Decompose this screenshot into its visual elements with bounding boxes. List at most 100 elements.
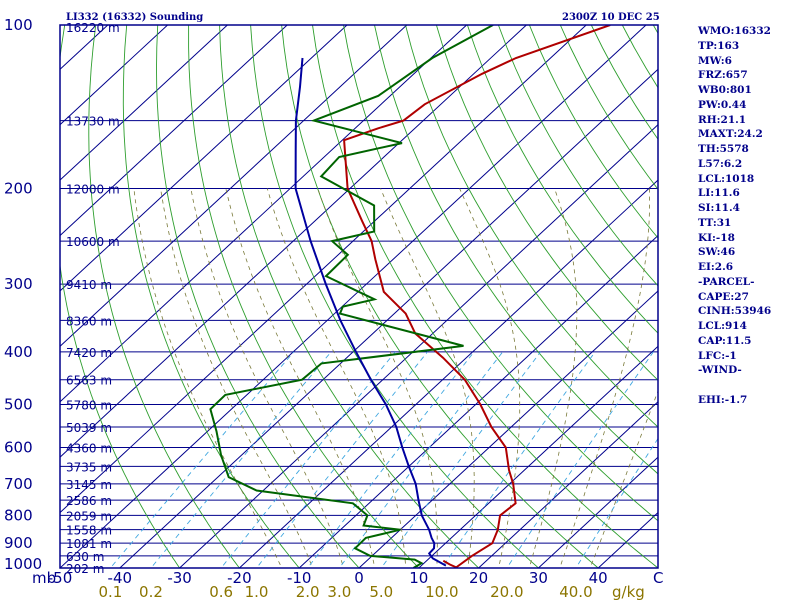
moist-adiabat: [459, 188, 521, 568]
isotherm: [538, 456, 658, 568]
isotherm: [60, 25, 527, 458]
moist-adiabat: [190, 188, 344, 568]
mixing-ratio-line: [338, 351, 504, 568]
temperature-axis-unit: C: [653, 569, 663, 587]
mixing-ratio-label: 2.0: [296, 583, 320, 600]
dry-adiabat: [405, 25, 658, 428]
surface-wetbulb-trace: [442, 559, 459, 568]
height-label: 10600 m: [66, 235, 120, 249]
mixing-ratio-line: [380, 351, 541, 568]
index-item: SW:46: [698, 246, 736, 259]
isotherm: [119, 68, 658, 568]
temperature-tick-label: -30: [167, 569, 192, 587]
dry-adiabat: [374, 25, 658, 475]
dry-adiabat: [466, 25, 658, 334]
height-label: 6563 m: [66, 374, 112, 388]
index-item: MAXT:24.2: [698, 128, 763, 141]
dry-adiabat: [312, 25, 658, 568]
height-label: 3735 m: [66, 460, 112, 474]
mixing-ratio-line: [575, 437, 658, 568]
dry-adiabat: [60, 25, 181, 568]
height-label: 5039 m: [66, 421, 112, 435]
temperature-tick-label: 10: [409, 569, 428, 587]
mixing-ratio-label: 5.0: [369, 583, 393, 600]
temperature-tick-label: -50: [48, 569, 73, 587]
mixing-ratio-line: [441, 351, 596, 568]
height-label: 630 m: [66, 550, 104, 564]
temperature-tick-label: 0: [354, 569, 364, 587]
index-item: LCL:914: [698, 320, 747, 332]
index-item: WMO:16332: [698, 25, 771, 37]
isotherm: [60, 25, 467, 403]
dry-adiabat: [156, 25, 360, 568]
pressure-tick-label: 400: [4, 343, 33, 361]
index-item: TH:5578: [698, 143, 749, 155]
height-label: 2586 m: [66, 494, 112, 508]
index-item: CAP:11.5: [698, 334, 752, 347]
sounding-time: 2300Z 10 DEC 25: [562, 12, 660, 23]
parcel-trace: [294, 57, 447, 567]
index-item: EHI:-1.7: [698, 393, 748, 406]
index-item: SI:11.4: [698, 202, 740, 214]
mixing-ratio-label: 10.0: [425, 583, 458, 600]
isotherm: [418, 345, 658, 568]
pressure-axis-unit: mb: [32, 569, 56, 587]
temperature-tick-label: 40: [589, 569, 608, 587]
mixing-ratio-line: [307, 351, 475, 568]
isotherm: [60, 25, 168, 126]
height-label: 13730 m: [66, 115, 120, 129]
height-label: 8360 m: [66, 314, 112, 328]
height-label: 16220 m: [66, 21, 120, 35]
sounding-traces: [209, 25, 611, 568]
index-item: -WIND-: [698, 364, 742, 377]
index-item: -PARCEL-: [698, 275, 755, 288]
index-item: [698, 378, 771, 393]
height-label: 9410 m: [66, 278, 112, 292]
mixing-ratio-label: 1.0: [245, 583, 269, 600]
index-item: LCL:1018: [698, 172, 755, 185]
index-item: LI:11.6: [698, 187, 740, 200]
mixing-ratio-label: 0.1: [98, 583, 122, 600]
dewpoint-trace: [209, 25, 494, 568]
height-label: 7420 m: [66, 346, 112, 360]
height-label: 3145 m: [66, 478, 112, 492]
isotherm: [60, 25, 587, 514]
moist-adiabat: [225, 188, 376, 568]
pressure-tick-label: 300: [4, 275, 33, 293]
index-item: L57:6.2: [698, 157, 743, 170]
moist-adiabat: [559, 188, 650, 568]
index-item: RH:21.1: [698, 113, 747, 126]
isotherm: [60, 25, 288, 237]
sounding-station-title: LI332 (16332) Sounding: [66, 12, 203, 23]
isotherm: [358, 290, 658, 568]
dry-adiabat: [343, 25, 658, 522]
index-item: EI:2.6: [698, 261, 734, 273]
temperature-tick-label: 20: [469, 569, 488, 587]
mixing-ratio-label: 40.0: [559, 583, 592, 600]
index-item: TT:31: [698, 216, 732, 229]
height-label: 5780 m: [66, 399, 112, 413]
height-label: 1081 m: [66, 537, 112, 551]
dry-adiabat: [497, 25, 658, 287]
isotherm: [239, 179, 658, 568]
pressure-tick-label: 600: [4, 439, 33, 457]
dry-adiabat: [435, 25, 658, 381]
mixing-ratio-label: 20.0: [490, 583, 523, 600]
pressure-tick-label: 1000: [4, 555, 42, 573]
index-item: KI:-18: [698, 231, 735, 244]
isotherm: [179, 124, 658, 568]
pressure-tick-label: 200: [4, 179, 33, 197]
index-item: TP:163: [698, 39, 740, 52]
index-item: CAPE:27: [698, 290, 749, 303]
mixing-ratio-label: 0.2: [139, 583, 163, 600]
index-item: FRZ:657: [698, 69, 748, 82]
isotherm: [60, 25, 348, 292]
temperature-tick-label: -10: [287, 569, 312, 587]
temperature-tick-label: -40: [108, 569, 133, 587]
isotherm: [298, 234, 658, 568]
mixing-ratio-line: [256, 351, 428, 568]
mixing-ratio-unit: g/kg: [612, 583, 645, 600]
